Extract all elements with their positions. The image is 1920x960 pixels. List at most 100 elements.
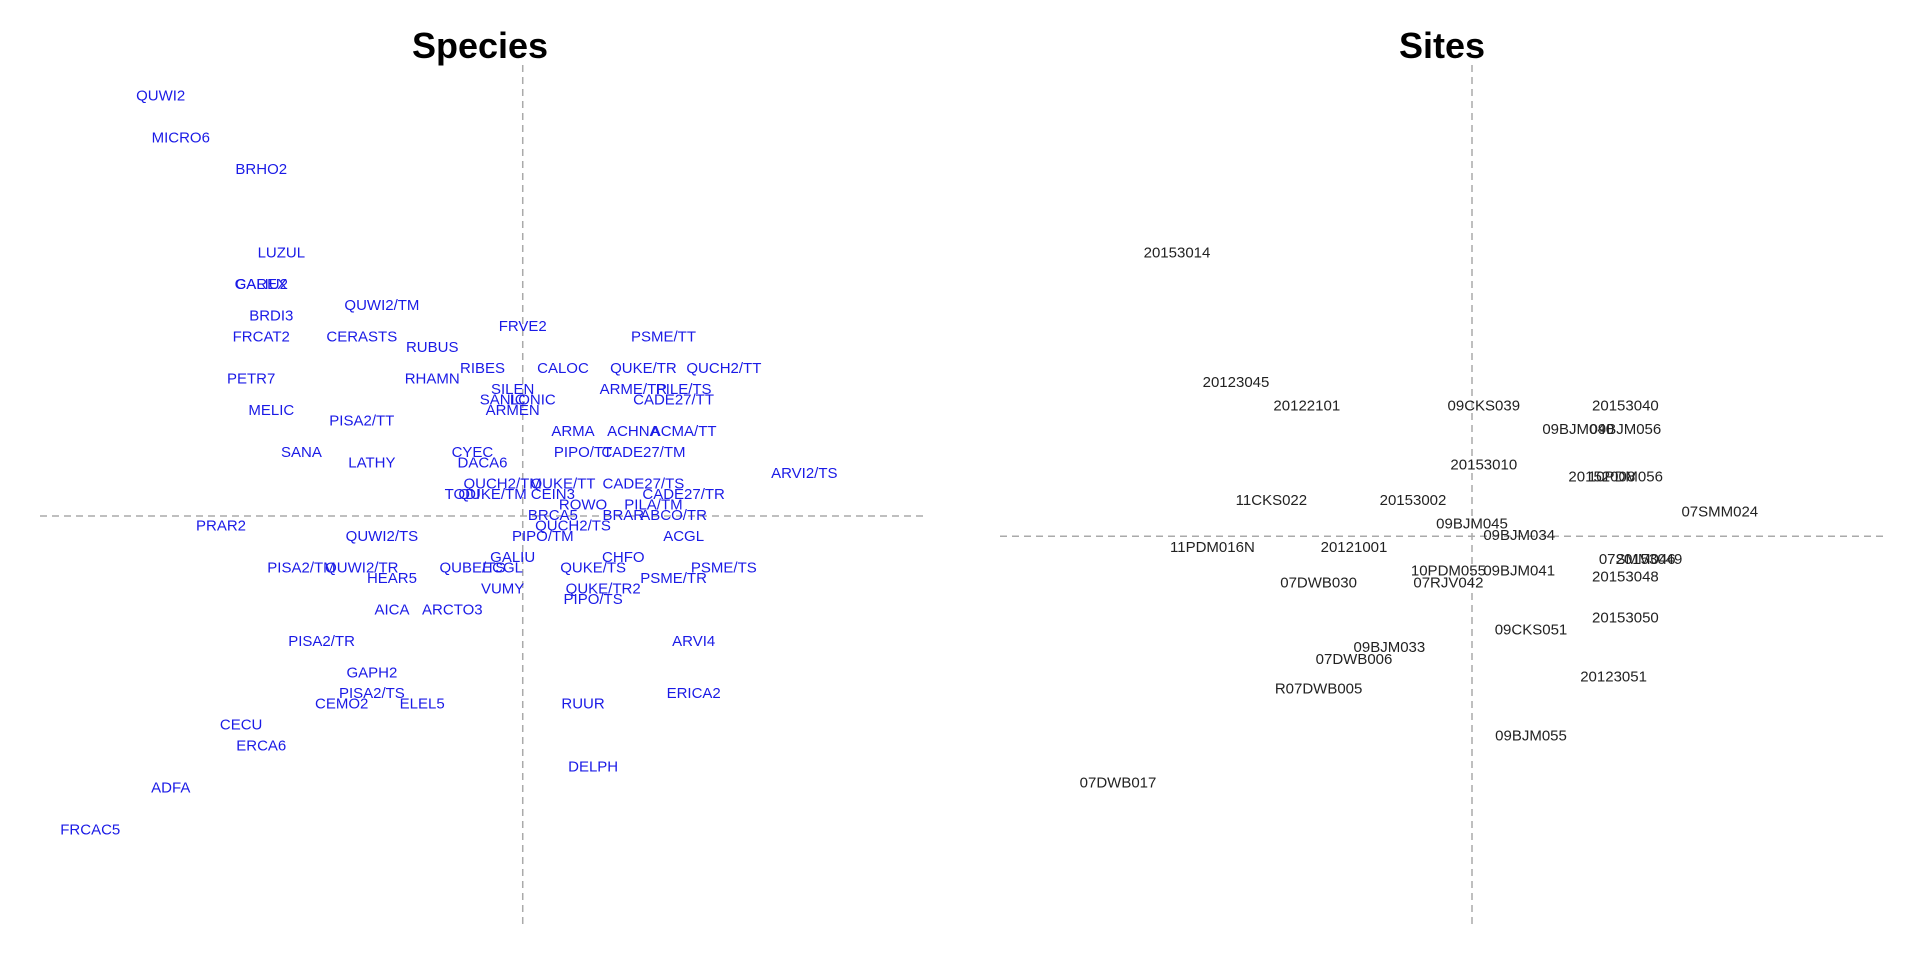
- species-point-label: CADE27/TS: [603, 475, 685, 492]
- species-point-label: BRCA5: [528, 507, 578, 524]
- sites-point-label: 20123051: [1580, 669, 1647, 686]
- species-point-label: RIBES: [460, 360, 505, 377]
- species-point-label: DELPH: [568, 759, 618, 776]
- species-point-label: GALIU: [490, 549, 535, 566]
- species-point-label: ROWO: [559, 496, 607, 513]
- species-point-label: RUBUS: [406, 339, 459, 356]
- species-point-label: CADE27/TM: [601, 444, 685, 461]
- species-point-label: HEAR5: [367, 570, 417, 587]
- sites-point-label: 09BJM040: [1542, 421, 1614, 438]
- species-point-label: DACA6: [457, 455, 507, 472]
- sites-point-label: 07DWB030: [1280, 574, 1357, 591]
- species-point-label: ERCA6: [236, 738, 286, 755]
- sites-point-label: 09BJM056: [1590, 421, 1662, 438]
- species-point-label: LATHY: [348, 455, 395, 472]
- species-point-label: QUWI2/TR: [325, 559, 398, 576]
- sites-point-label: 10PDM055: [1411, 563, 1486, 580]
- species-point-label: ERICA2: [667, 685, 721, 702]
- species-point-label: ARMA: [551, 423, 594, 440]
- species-point-label: GAPH2: [346, 664, 397, 681]
- species-point-label: CEMO2: [315, 696, 368, 713]
- species-point-label: QUKE/TM: [458, 486, 526, 503]
- sites-panel-title: Sites: [1399, 25, 1485, 66]
- species-point-label: CYEC: [452, 444, 494, 461]
- species-point-label: QUKE/TR: [610, 360, 677, 377]
- sites-point-label: 20122101: [1273, 398, 1340, 415]
- species-point-label: BRDI3: [249, 308, 293, 325]
- species-point-label: ACHNA: [607, 423, 660, 440]
- species-point-label: PISA2/TS: [339, 685, 405, 702]
- species-point-label: CERASTS: [326, 329, 397, 346]
- sites-point-label: 11CKS022: [1236, 492, 1307, 509]
- species-point-label: ARVI4: [672, 633, 715, 650]
- sites-point-label: 07RJV042: [1413, 574, 1483, 591]
- species-point-label: SANA: [281, 444, 322, 461]
- species-point-label: PIPO/TM: [512, 528, 574, 545]
- species-point-label: MELIC: [248, 402, 294, 419]
- species-point-label: QUWI2/TS: [346, 528, 419, 545]
- species-point-label: LONIC: [510, 392, 556, 409]
- species-point-label: ADFA: [151, 780, 190, 797]
- sites-point-label: R07DWB005: [1275, 680, 1363, 697]
- species-point-label: ACMA/TT: [651, 423, 717, 440]
- species-point-label: GALIU2: [235, 276, 288, 293]
- species-point-label: RHAMN: [405, 371, 460, 388]
- species-point-label: PILE/TS: [656, 381, 712, 398]
- species-point-label: QUWI2: [136, 87, 185, 104]
- species-point-label: PISA2/TM: [267, 559, 335, 576]
- species-point-label: QUCH2/TT: [686, 360, 761, 377]
- sites-point-label: 09BJM034: [1483, 527, 1555, 544]
- species-point-label: ECGL: [482, 559, 523, 576]
- species-point-label: CALOC: [537, 360, 589, 377]
- species-point-label: PIPO/TT: [554, 444, 612, 461]
- sites-point-label: 20153048: [1592, 568, 1659, 585]
- species-panel-title: Species: [412, 25, 548, 66]
- sites-point-label: 20152008: [1568, 468, 1635, 485]
- species-point-label: PISA2/TR: [288, 633, 355, 650]
- species-point-label: FRCAT2: [233, 329, 290, 346]
- sites-point-label: 07DWB017: [1080, 775, 1157, 792]
- species-point-label: ARME/TR: [600, 381, 668, 398]
- species-point-label: CADE27/TT: [633, 392, 714, 409]
- species-point-label: ARVI2/TS: [771, 465, 837, 482]
- species-point-label: QUKE/TR2: [566, 580, 641, 597]
- species-labels-group: QUWI2 CAREX MICRO6 BRHO2 LUZUL GALIU2 BRDI3 QUW…: [60, 87, 837, 838]
- species-point-label: PRAR2: [196, 517, 246, 534]
- species-point-label: QUWI2/TM: [344, 297, 419, 314]
- species-point-label: TODI: [445, 486, 481, 503]
- sites-point-label: 07DWB006: [1316, 651, 1393, 668]
- sites-point-label: 20153040: [1592, 398, 1659, 415]
- species-point-label: SILEN: [491, 381, 534, 398]
- species-point-label: PSME/TS: [691, 559, 757, 576]
- species-point-label: ACGL: [663, 528, 704, 545]
- species-point-label: QUBE/TS: [440, 559, 506, 576]
- species-panel: Species QUWI2 CAREX MICRO6 BRHO2 LUZUL GALIU2…: [40, 25, 925, 925]
- sites-point-label: 07SMM024: [1681, 504, 1758, 521]
- species-point-label: MICRO6: [152, 129, 210, 146]
- species-point-label: BRHO2: [235, 161, 287, 178]
- species-point-label: PSME/TR: [640, 570, 707, 587]
- species-point-label: CEIN3: [531, 486, 575, 503]
- sites-point-label: 09BJM045: [1436, 515, 1508, 532]
- sites-point-label: 20153014: [1144, 244, 1211, 261]
- species-point-label: CADE27/TR: [642, 486, 725, 503]
- sites-point-label: 09BJM041: [1483, 563, 1555, 580]
- species-point-label: ARCTO3: [422, 601, 483, 618]
- species-point-label: ABCO/TR: [640, 507, 707, 524]
- species-point-label: SANIC: [480, 392, 526, 409]
- species-point-label: PILA/TM: [624, 496, 682, 513]
- species-point-label: LUZUL: [258, 245, 306, 262]
- sites-point-label: 09BJM033: [1354, 639, 1426, 656]
- sites-point-label: 20153002: [1380, 492, 1447, 509]
- sites-point-label: 20153049: [1616, 551, 1683, 568]
- species-point-label: QUKE/TT: [530, 475, 595, 492]
- species-point-label: PIPO/TS: [564, 591, 623, 608]
- species-point-label: PETR7: [227, 371, 275, 388]
- species-point-label: QUCH2/TS: [535, 517, 611, 534]
- species-point-label: ARMEN: [486, 402, 540, 419]
- species-point-label: AICA: [374, 601, 409, 618]
- species-point-label: QUCH2/TM: [463, 475, 541, 492]
- species-point-label: CECU: [220, 717, 263, 734]
